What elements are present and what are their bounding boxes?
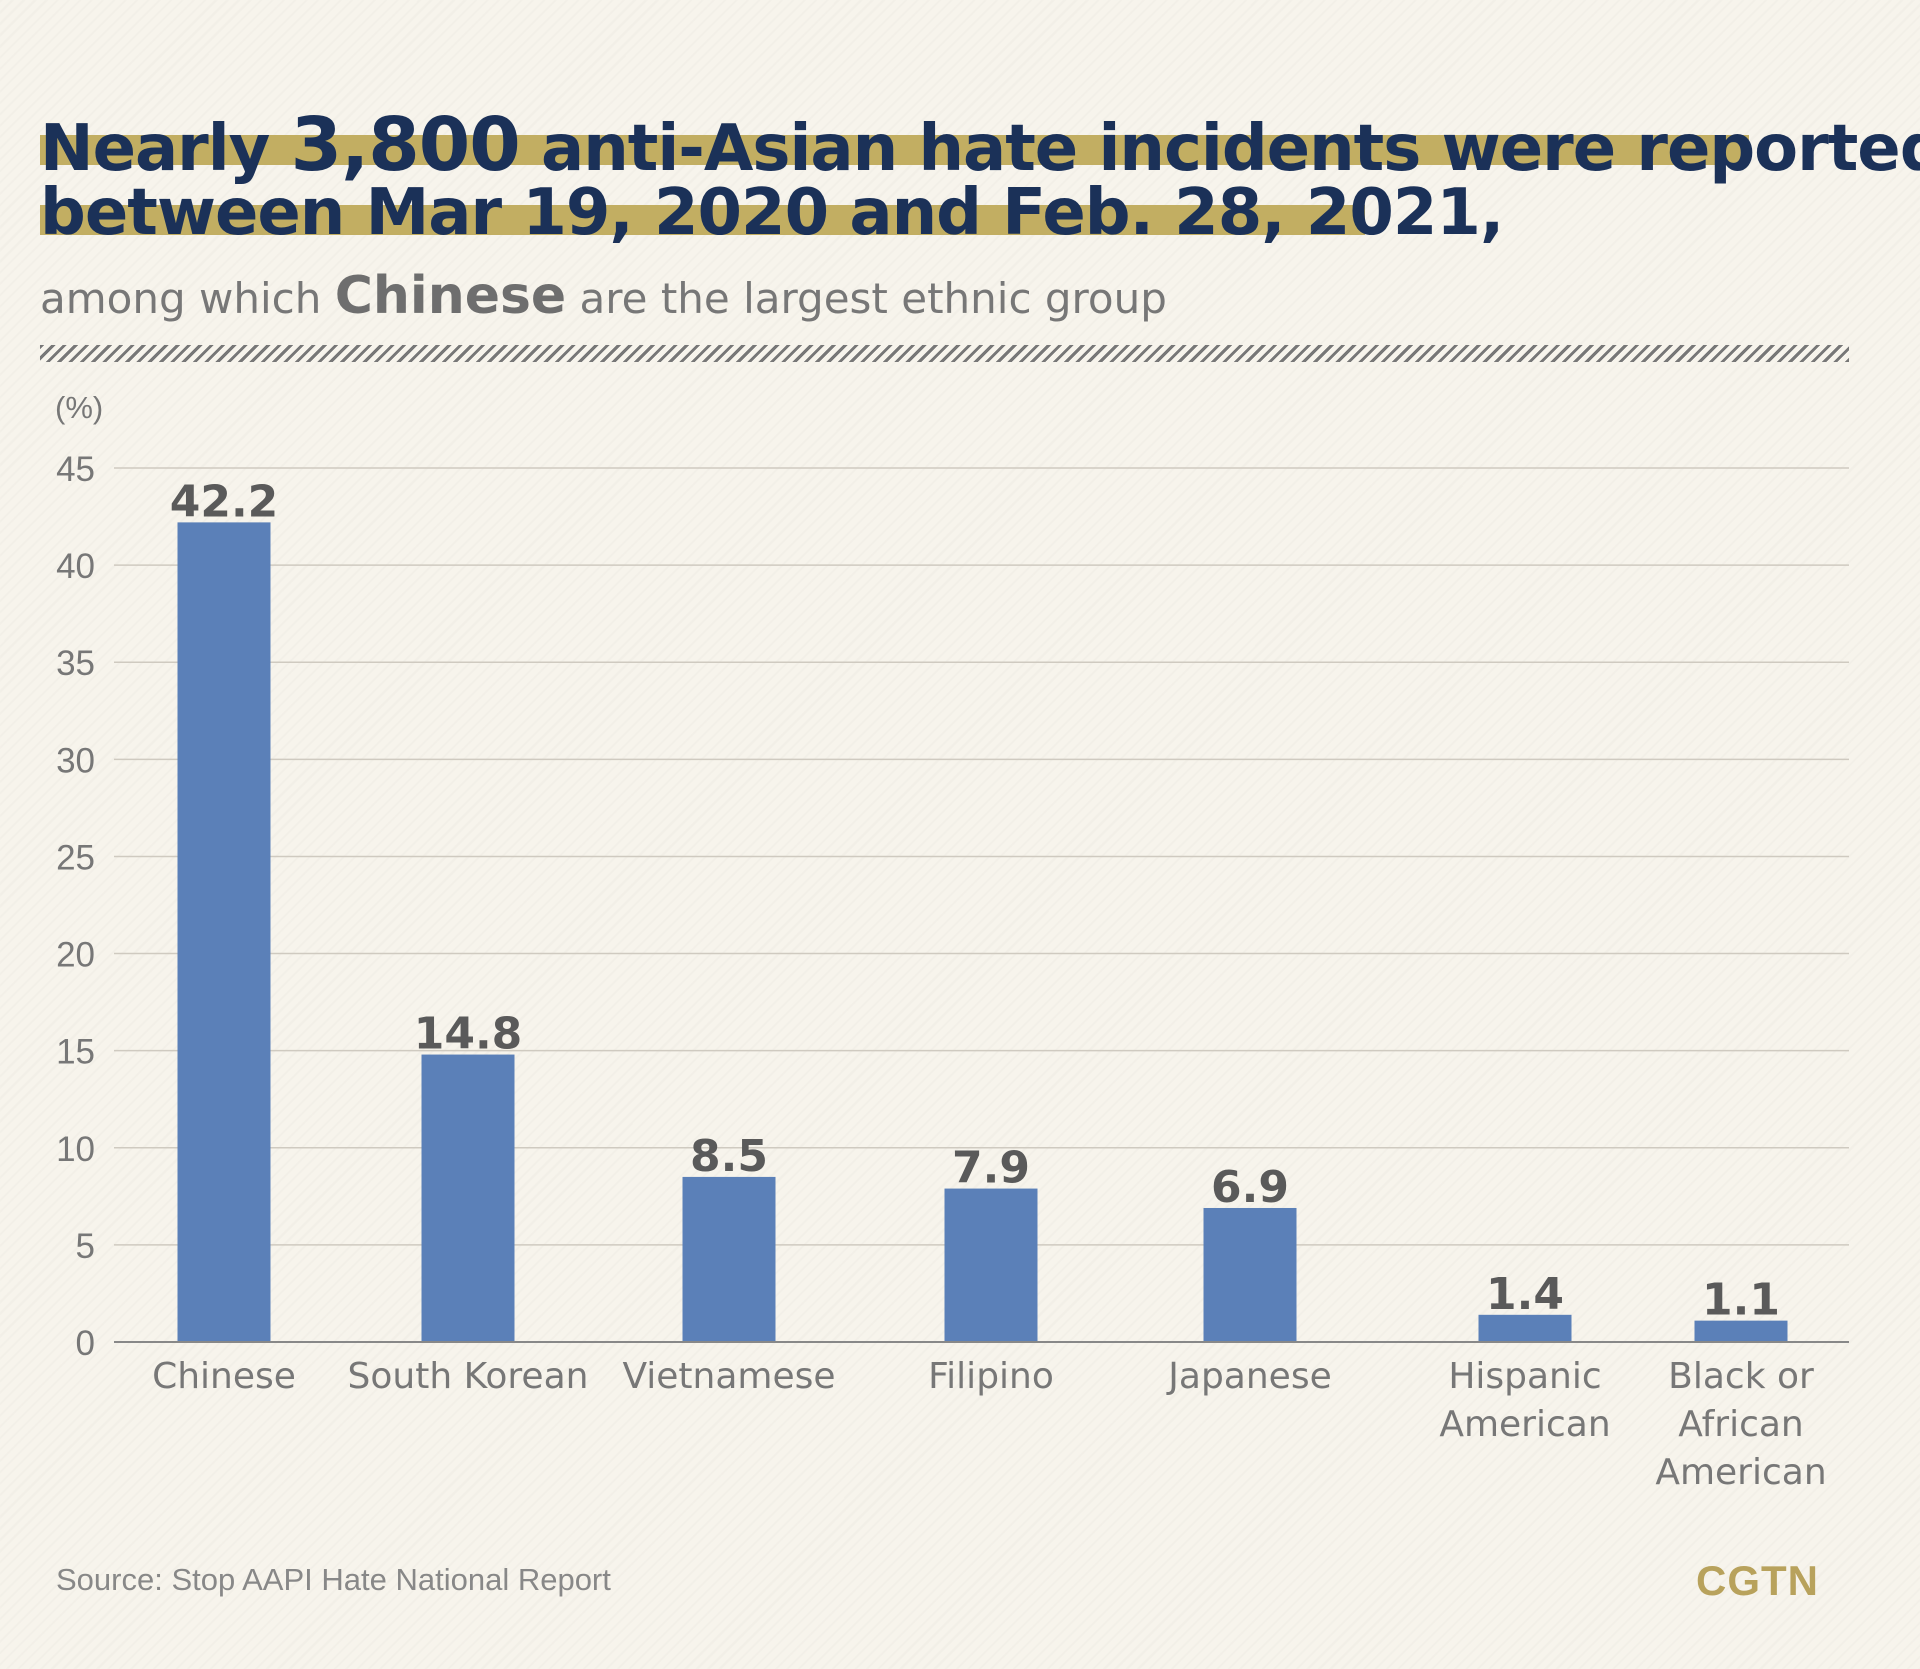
- bar: [177, 522, 271, 1342]
- subtitle-highlight: Chinese: [334, 266, 567, 326]
- bar: [944, 1188, 1038, 1342]
- x-tick-label: Japanese: [1166, 1356, 1331, 1397]
- title-line-2: between Mar 19, 2020 and Feb. 28, 2021,: [40, 176, 1504, 250]
- y-tick-label: 0: [76, 1324, 95, 1363]
- y-tick-label: 25: [56, 838, 95, 877]
- x-tick-label: South Korean: [348, 1356, 589, 1397]
- x-tick-label: Hispanic: [1448, 1356, 1601, 1397]
- data-label: 14.8: [414, 1009, 523, 1060]
- data-label: 1.1: [1702, 1275, 1780, 1326]
- y-axis-unit: (%): [55, 390, 103, 425]
- title-text: anti-Asian hate incidents were reported: [519, 112, 1920, 186]
- bar: [1478, 1314, 1572, 1342]
- bar: [1694, 1320, 1788, 1342]
- data-label: 8.5: [690, 1131, 768, 1182]
- title-highlight-2: [40, 205, 1365, 235]
- subtitle-text: among which: [40, 274, 335, 323]
- y-tick-label: 5: [76, 1227, 95, 1266]
- y-tick-label: 40: [56, 547, 95, 586]
- y-tick-label: 30: [56, 741, 95, 780]
- y-tick-label: 45: [56, 450, 95, 489]
- y-tick-label: 10: [56, 1130, 95, 1169]
- data-label: 1.4: [1486, 1269, 1564, 1320]
- bar: [682, 1176, 776, 1342]
- subtitle: among which Chinese are the largest ethn…: [40, 266, 1167, 326]
- data-label: 42.2: [170, 476, 279, 527]
- x-tick-label: Chinese: [152, 1356, 296, 1397]
- source-note: Source: Stop AAPI Hate National Report: [56, 1562, 611, 1597]
- data-label: 7.9: [952, 1143, 1030, 1194]
- title-line-1: Nearly 3,800 anti-Asian hate incidents w…: [40, 108, 1920, 182]
- title-highlight-1: [40, 135, 1749, 165]
- subtitle-text: are the largest ethnic group: [566, 274, 1167, 323]
- bar: [1203, 1207, 1297, 1342]
- bar: [421, 1054, 515, 1342]
- x-tick-label: Black or: [1668, 1356, 1814, 1397]
- data-label: 6.9: [1211, 1162, 1289, 1213]
- y-tick-label: 15: [56, 1033, 95, 1072]
- x-tick-label: Filipino: [928, 1356, 1054, 1397]
- x-tick-label: African: [1678, 1404, 1804, 1445]
- title-number: 3,800: [290, 102, 521, 188]
- title-text: Nearly: [40, 112, 291, 186]
- x-tick-label: Vietnamese: [622, 1356, 835, 1397]
- hatched-divider: [40, 345, 1849, 362]
- y-tick-label: 20: [56, 936, 95, 975]
- cgtn-logo: CGTN: [1696, 1557, 1819, 1604]
- x-tick-label: American: [1439, 1404, 1610, 1445]
- y-tick-label: 35: [56, 644, 95, 683]
- x-tick-label: American: [1655, 1452, 1826, 1493]
